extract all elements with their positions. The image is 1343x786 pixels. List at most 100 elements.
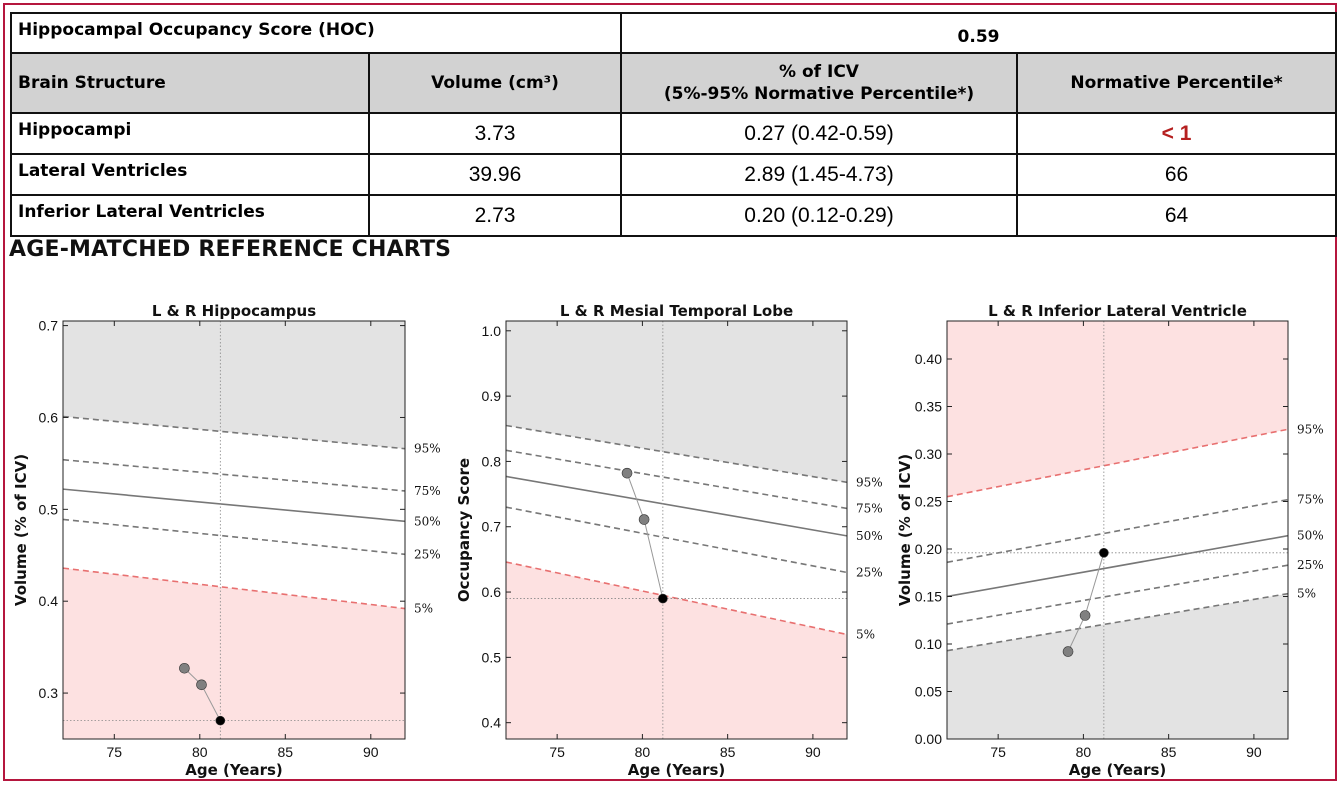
row-structure: Lateral Ventricles (10, 153, 370, 196)
table-header: Brain Structure Volume (cm³) % of ICV (5%… (10, 52, 1338, 114)
row-icv: 0.27 (0.42-0.59) (620, 112, 1018, 155)
percentile-line-50 (947, 534, 1288, 598)
percentile-line-5 (506, 561, 847, 636)
percentile-label: 95% (856, 475, 883, 489)
chart-group (505, 320, 848, 740)
row-volume: 2.73 (368, 194, 622, 237)
percentile-line-75 (63, 458, 405, 492)
row-structure: Hippocampi (10, 112, 370, 155)
header-percentile: Normative Percentile* (1015, 52, 1338, 114)
y-axis-label: Volume (% of ICV) (896, 454, 914, 606)
hoc-row: Hippocampal Occupancy Score (HOC) 0.59 (10, 12, 1338, 54)
y-axis-label: Volume (% of ICV) (12, 454, 30, 606)
percentile-label: 25% (1297, 558, 1324, 572)
percentile-label: 95% (414, 442, 441, 456)
header-icv-line2: (5%-95% Normative Percentile*) (663, 84, 975, 104)
percentile-label: 95% (1297, 422, 1324, 436)
percentile-label: 25% (414, 547, 441, 561)
y-tick-label: 0.9 (482, 388, 502, 404)
percentile-label: 75% (1297, 493, 1324, 507)
patient-point (638, 514, 650, 525)
y-tick-label: 0.35 (915, 399, 942, 415)
percentile-label: 5% (1297, 587, 1316, 601)
chart-group (946, 320, 1289, 740)
x-tick-label: 85 (278, 744, 294, 760)
percentile-line-95 (947, 428, 1288, 498)
x-axis-label: Age (Years) (1069, 761, 1167, 779)
y-tick-label: 0.15 (915, 589, 942, 605)
row-percentile: 64 (1015, 194, 1338, 237)
table-row: Lateral Ventricles 39.96 2.89 (1.45-4.73… (10, 153, 1338, 196)
x-tick-label: 80 (192, 744, 208, 760)
percentile-label: 75% (414, 484, 441, 498)
section-title: AGE-MATCHED REFERENCE CHARTS (9, 237, 452, 262)
x-tick-label: 75 (107, 744, 123, 760)
row-volume: 39.96 (368, 153, 622, 196)
plot-area (63, 321, 405, 739)
percentile-line-75 (506, 449, 847, 510)
percentile-line-50 (63, 488, 405, 523)
percentile-line-25 (947, 564, 1288, 625)
y-tick-label: 0.4 (39, 593, 59, 609)
chart-group (62, 320, 406, 740)
patient-point (621, 467, 633, 479)
x-tick-label: 80 (1076, 744, 1092, 760)
row-icv: 0.20 (0.12-0.29) (620, 194, 1018, 237)
y-tick-label: 0.40 (915, 351, 942, 367)
plot-area (947, 321, 1288, 739)
percentile-line-25 (506, 506, 847, 574)
x-tick-label: 75 (990, 744, 1006, 760)
percentile-label: 5% (856, 628, 875, 642)
header-icv-line1: % of ICV (779, 62, 859, 82)
y-tick-label: 0.8 (482, 453, 502, 469)
hoc-value: 0.59 (619, 12, 1338, 54)
normal-extreme-zone (947, 593, 1288, 739)
x-axis-label: Age (Years) (628, 761, 726, 779)
y-tick-label: 0.7 (39, 318, 59, 334)
table-row: Hippocampi 3.73 0.27 (0.42-0.59) < 1 (10, 112, 1338, 155)
patient-point (179, 662, 190, 674)
y-tick-label: 0.4 (482, 715, 502, 731)
x-tick-label: 80 (635, 744, 651, 760)
y-tick-label: 1.0 (482, 323, 502, 339)
percentile-line-95 (506, 424, 847, 484)
row-percentile: 66 (1015, 153, 1338, 196)
row-percentile: < 1 (1015, 112, 1338, 155)
x-axis-label: Age (Years) (185, 761, 283, 779)
y-tick-label: 0.5 (482, 649, 502, 665)
percentile-line-50 (506, 475, 847, 537)
percentile-label: 50% (1297, 529, 1324, 543)
percentile-line-75 (947, 498, 1288, 564)
patient-point-current (215, 715, 226, 726)
row-volume: 3.73 (368, 112, 622, 155)
y-tick-label: 0.30 (915, 446, 942, 462)
row-structure: Inferior Lateral Ventricles (10, 194, 370, 237)
plot-area (506, 321, 847, 739)
header-icv: % of ICV (5%-95% Normative Percentile*) (620, 52, 1018, 114)
y-tick-label: 0.3 (39, 685, 59, 701)
x-tick-label: 90 (805, 744, 821, 760)
x-tick-label: 85 (720, 744, 736, 760)
plot-frame (62, 320, 406, 740)
x-tick-label: 90 (363, 744, 379, 760)
y-tick-label: 0.7 (482, 519, 502, 535)
normal-extreme-zone (506, 321, 847, 483)
x-tick-label: 85 (1161, 744, 1177, 760)
percentile-label: 25% (856, 565, 883, 579)
hoc-label: Hippocampal Occupancy Score (HOC) (10, 12, 622, 54)
x-tick-label: 90 (1246, 744, 1262, 760)
volumetric-table: Hippocampal Occupancy Score (HOC) 0.59 B… (10, 12, 1338, 237)
table-row: Inferior Lateral Ventricles 2.73 0.20 (0… (10, 194, 1338, 237)
report-frame (3, 3, 1337, 781)
y-tick-label: 0.10 (915, 636, 942, 652)
y-tick-label: 0.5 (39, 501, 59, 517)
patient-point-current (1099, 547, 1109, 558)
chart-title: L & R Inferior Lateral Ventricle (988, 302, 1247, 320)
plot-frame (946, 320, 1289, 740)
normal-extreme-zone (63, 321, 405, 449)
percentile-label: 50% (414, 514, 441, 528)
percentile-line-95 (63, 415, 405, 450)
y-tick-label: 0.6 (482, 584, 502, 600)
chart-title: L & R Hippocampus (152, 302, 316, 320)
